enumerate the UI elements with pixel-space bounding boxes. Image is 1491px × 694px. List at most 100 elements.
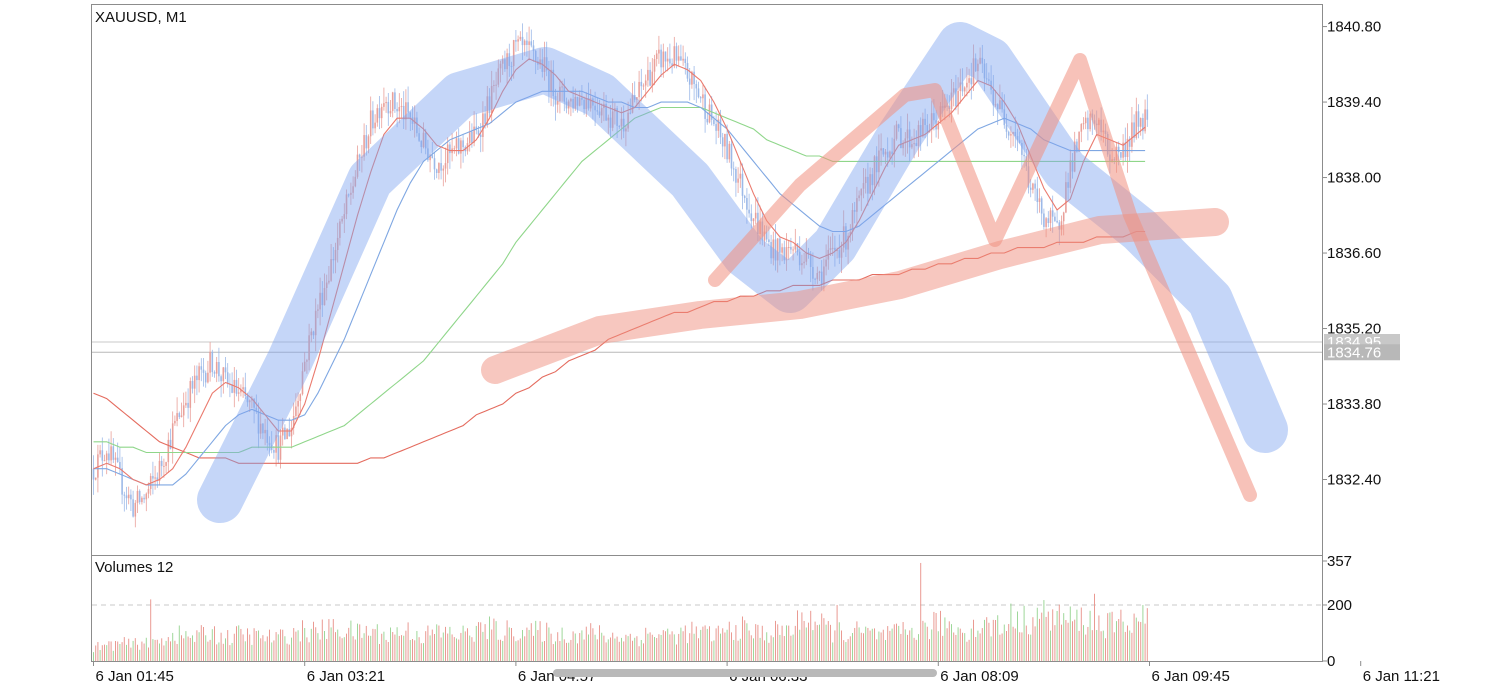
candle-body	[143, 497, 145, 500]
candle-body	[528, 41, 530, 45]
candle-body	[853, 210, 856, 212]
candle-body	[299, 394, 302, 401]
candle-body	[831, 247, 834, 249]
candle-body	[101, 450, 104, 461]
candle-body	[273, 450, 275, 453]
candle-body	[519, 36, 522, 40]
candle-body	[506, 53, 508, 70]
candle-body	[977, 63, 979, 72]
candle-body	[532, 45, 535, 51]
candle-body	[1043, 213, 1045, 227]
candle-body	[389, 111, 392, 114]
price-tick-label: 1838.00	[1327, 170, 1381, 187]
candle-body	[521, 36, 524, 46]
candle-body	[147, 488, 150, 494]
candle-body	[105, 453, 108, 461]
candle-body	[587, 98, 590, 109]
candle-body	[627, 112, 629, 129]
candle-body	[719, 119, 722, 138]
candle-body	[1018, 140, 1021, 143]
candle-body	[1080, 124, 1083, 132]
candle-body	[482, 113, 484, 137]
candle-body	[981, 57, 984, 64]
candle-body	[444, 163, 447, 169]
candle-body	[449, 144, 451, 154]
candle-body	[684, 58, 687, 64]
red-trend-band-annotation	[481, 208, 1229, 384]
candle-body	[911, 144, 913, 148]
candle-body	[620, 118, 623, 127]
candle-body	[328, 280, 330, 283]
candle-body	[1073, 141, 1076, 172]
candle-body	[317, 309, 319, 311]
candle-body	[596, 110, 599, 112]
candle-body	[202, 369, 205, 373]
candle-body	[343, 214, 346, 219]
candle-body	[138, 490, 141, 503]
candle-body	[858, 195, 860, 199]
candle-body	[517, 39, 519, 42]
time-tick-label: 6 Jan 01:45	[96, 668, 174, 685]
candle-body	[442, 168, 445, 171]
candle-body	[1047, 218, 1050, 224]
candle-body	[405, 102, 407, 120]
candle-body	[715, 124, 717, 131]
candle-body	[849, 231, 852, 236]
candle-body	[576, 96, 579, 106]
candle-body	[435, 169, 438, 173]
candle-body	[913, 143, 915, 145]
candle-body	[312, 331, 315, 336]
candle-body	[244, 387, 247, 397]
candle-body	[631, 95, 634, 113]
candle-body	[996, 104, 999, 109]
candle-body	[680, 56, 682, 61]
candle-body	[187, 402, 189, 408]
candle-body	[207, 372, 209, 383]
candle-body	[332, 259, 335, 261]
candle-body	[169, 439, 172, 449]
candle-body	[409, 112, 412, 118]
candle-body	[130, 494, 132, 500]
candle-body	[864, 176, 867, 184]
candle-body	[1069, 160, 1072, 188]
candle-body	[1133, 122, 1135, 138]
candle-body	[145, 493, 148, 500]
candle-body	[889, 151, 891, 158]
horizontal-scrollbar[interactable]	[553, 669, 937, 677]
candle-body	[781, 247, 783, 253]
candle-body	[790, 247, 792, 250]
candle-body	[504, 59, 506, 70]
candle-body	[845, 226, 847, 250]
candle-body	[176, 413, 178, 421]
candle-body	[867, 176, 869, 194]
candle-body	[213, 372, 216, 374]
candle-body	[1005, 125, 1008, 132]
candle-body	[950, 92, 953, 109]
candle-body	[484, 113, 486, 124]
candle-body	[132, 499, 134, 517]
candle-body	[539, 59, 541, 65]
candle-body	[895, 124, 898, 139]
candle-body	[356, 154, 359, 177]
candle-body	[189, 381, 192, 408]
candle-body	[407, 102, 409, 113]
candle-body	[765, 231, 768, 240]
candle-body	[486, 96, 489, 124]
time-tick-label: 6 Jan 11:21	[1363, 668, 1440, 685]
candle-body	[660, 49, 662, 68]
candle-body	[369, 110, 372, 137]
candle-body	[191, 381, 194, 389]
candle-body	[563, 86, 566, 102]
candle-body	[1135, 111, 1138, 138]
candle-body	[642, 85, 645, 87]
candle-body	[121, 468, 123, 495]
candle-body	[1029, 187, 1032, 190]
ma-fast-line	[93, 58, 1146, 486]
candle-body	[453, 148, 456, 150]
candle-body	[763, 231, 766, 241]
candle-body	[134, 502, 137, 517]
candle-body	[728, 143, 731, 160]
candle-body	[97, 454, 99, 478]
candle-body	[904, 138, 907, 143]
candle-body	[556, 100, 559, 105]
